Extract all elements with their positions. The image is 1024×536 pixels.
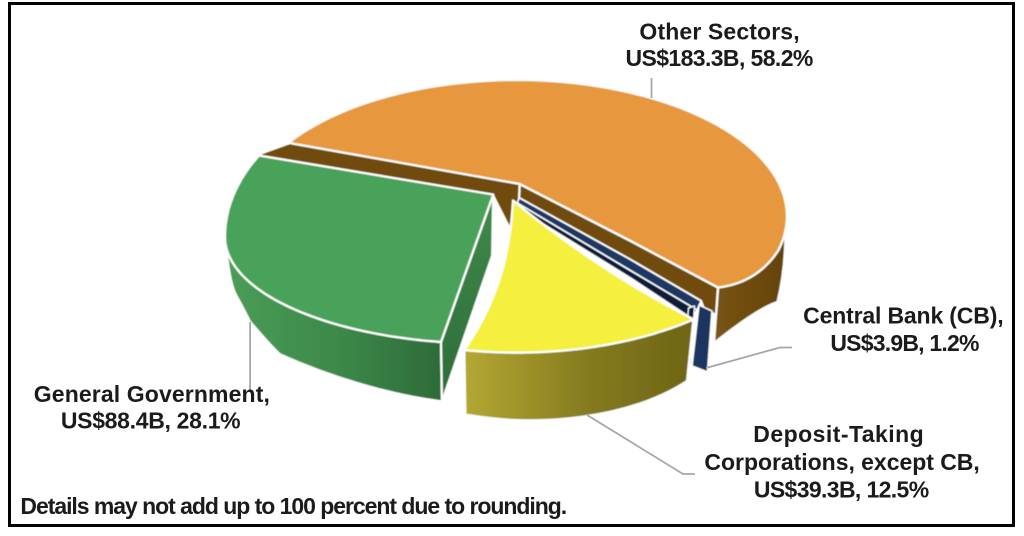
svg-text:US$88.4B, 28.1%: US$88.4B, 28.1% xyxy=(61,408,240,434)
svg-text:Other Sectors,: Other Sectors, xyxy=(639,19,799,45)
svg-text:US$3.9B, 1.2%: US$3.9B, 1.2% xyxy=(830,330,979,356)
svg-text:US$39.3B, 12.5%: US$39.3B, 12.5% xyxy=(754,477,929,503)
svg-text:Details may not add up to 100: Details may not add up to 100 percent du… xyxy=(20,493,566,519)
svg-text:Deposit-Taking: Deposit-Taking xyxy=(753,421,924,447)
svg-text:General Government,: General Government, xyxy=(34,381,270,407)
svg-text:US$183.3B, 58.2%: US$183.3B, 58.2% xyxy=(625,45,812,71)
svg-text:Central Bank (CB),: Central Bank (CB), xyxy=(803,302,1003,328)
svg-text:Corporations, except CB,: Corporations, except CB, xyxy=(704,449,979,475)
